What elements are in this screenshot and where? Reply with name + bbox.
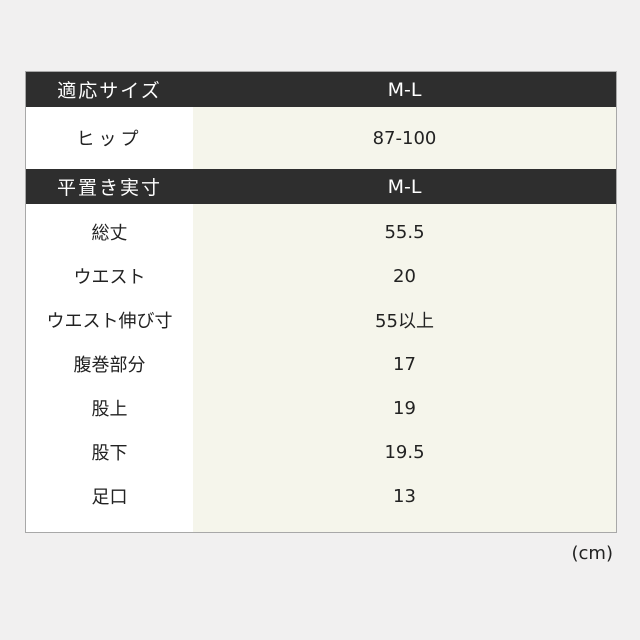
row-value: 55以上 bbox=[375, 311, 434, 332]
row-value: 20 bbox=[393, 265, 416, 287]
unit-label: (cm) bbox=[571, 543, 613, 564]
row-label: ウエスト伸び寸 bbox=[46, 311, 173, 332]
table-row: 腹巻部分 17 bbox=[26, 342, 616, 386]
section-header-fit-size: 適応サイズ M-L bbox=[26, 72, 616, 107]
header-label: 適応サイズ bbox=[57, 80, 162, 102]
table-row: 股上 19 bbox=[26, 386, 616, 430]
row-value: 19.5 bbox=[384, 441, 425, 463]
row-value: 19 bbox=[393, 397, 416, 419]
table-row: ヒップ 87-100 bbox=[26, 107, 616, 169]
row-label: 股上 bbox=[91, 399, 128, 420]
row-value: 13 bbox=[393, 485, 416, 507]
header-size: M-L bbox=[387, 175, 422, 198]
row-label: 総丈 bbox=[91, 223, 128, 244]
size-table: 適応サイズ M-L ヒップ 87-100 平置き実寸 M-L 総丈 55.5 ウエス… bbox=[25, 71, 617, 533]
header-label: 平置き実寸 bbox=[56, 177, 162, 199]
row-label: 足口 bbox=[91, 487, 128, 508]
table-row: 足口 13 bbox=[26, 474, 616, 518]
row-label: 腹巻部分 bbox=[73, 355, 146, 376]
row-value: 87-100 bbox=[372, 127, 437, 149]
section-header-flat-measurements: 平置き実寸 M-L bbox=[26, 169, 616, 204]
table-row: ウエスト伸び寸 55以上 bbox=[26, 298, 616, 342]
header-size: M-L bbox=[387, 78, 422, 101]
row-value: 17 bbox=[393, 353, 416, 375]
row-label: ウエスト bbox=[73, 267, 146, 288]
table-row: ウエスト 20 bbox=[26, 254, 616, 298]
row-label: 股下 bbox=[91, 443, 128, 464]
table-row: 股下 19.5 bbox=[26, 430, 616, 474]
row-value: 55.5 bbox=[384, 221, 425, 243]
row-label: ヒップ bbox=[76, 129, 143, 150]
table-row: 総丈 55.5 bbox=[26, 210, 616, 254]
